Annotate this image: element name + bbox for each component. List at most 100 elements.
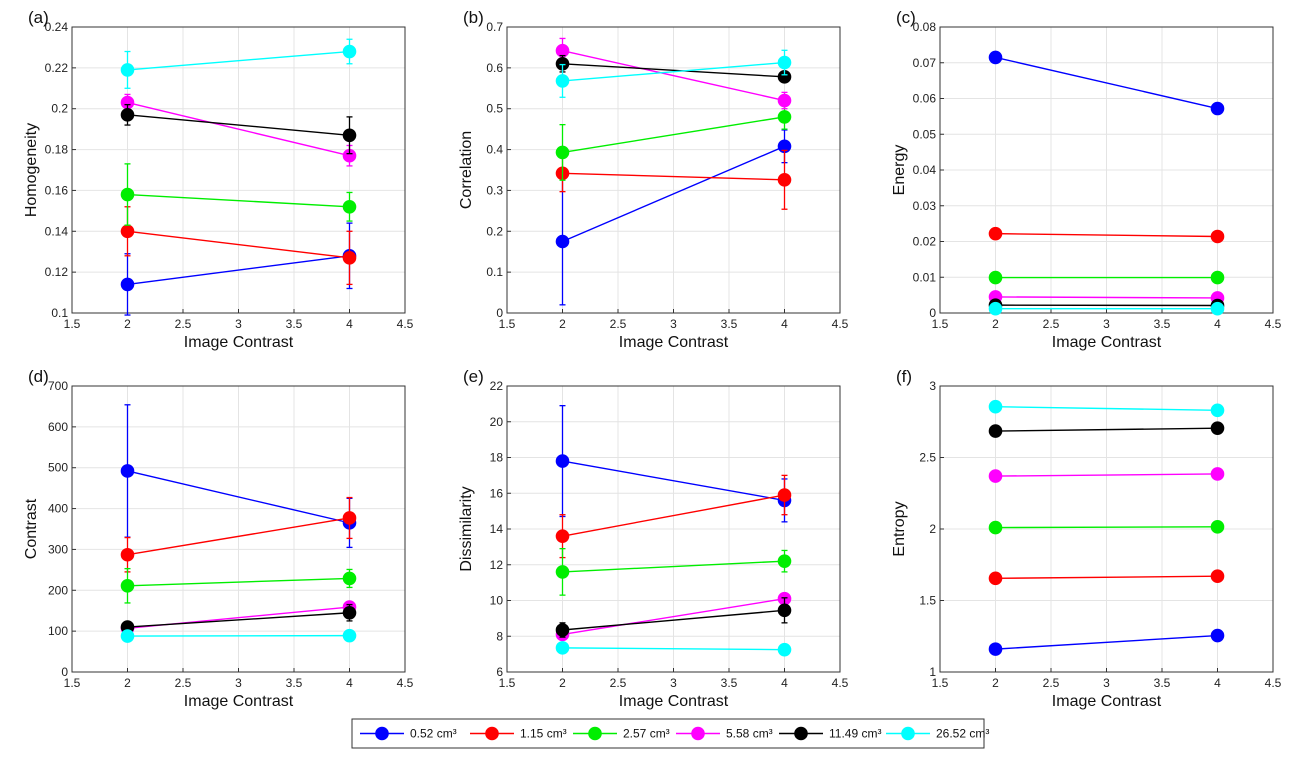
legend-item: 11.49 cm³ [779,727,881,741]
panel-label: (a) [28,8,49,27]
x-axis-label: Image Contrast [619,334,729,351]
series-line [562,609,785,631]
series-group [988,270,1225,285]
series-line [562,63,785,78]
x-tick-label: 2.5 [1043,317,1060,331]
y-tick-label: 20 [490,415,504,429]
data-point [988,50,1003,65]
x-tick-label: 3 [670,317,677,331]
y-tick-label: 0.6 [486,61,503,75]
data-point [777,173,792,187]
series-group [988,399,1225,418]
y-tick-label: 0.24 [45,20,69,34]
y-tick-label: 0.05 [913,127,937,141]
data-point [555,565,570,579]
x-tick-label: 1.5 [932,676,949,690]
x-tick-label: 4 [1214,317,1221,331]
data-point [1210,403,1225,418]
legend: 0.52 cm³ 1.15 cm³ 2.57 cm³ 5.58 cm³ 11.49 cm… [351,718,989,749]
data-point [120,578,135,593]
y-tick-label: 0.4 [486,143,503,157]
data-point [120,187,135,202]
x-tick-label: 3 [1103,676,1110,690]
y-tick-label: 0.1 [51,306,68,320]
x-tick-label: 2.5 [175,317,192,331]
data-point [342,128,357,143]
x-tick-label: 4.5 [397,676,414,690]
chart-panel: 1.5 2 2.5 3 3.5 4 4.5 0.1 0.12 0.14 0.16 0.18 0.2 0.2… [23,8,414,351]
x-tick-label: 2.5 [610,317,627,331]
data-point [988,399,1003,414]
series-line [562,647,785,651]
series-group [120,567,357,604]
legend-label: 26.52 cm³ [936,727,989,741]
y-tick-label: 0.16 [45,183,69,197]
y-tick-label: 0.2 [486,224,503,238]
y-tick-label: 0.18 [45,143,69,157]
series-line [995,406,1218,412]
data-point [1210,101,1225,116]
x-axis-label: Image Contrast [1052,693,1162,710]
panel-label: (f) [896,367,912,386]
series-line [562,116,785,154]
data-point [1210,520,1225,534]
x-tick-label: 3.5 [721,676,738,690]
x-tick-label: 2 [992,676,999,690]
y-tick-label: 100 [48,624,68,638]
y-tick-label: 10 [490,594,504,608]
y-tick-label: 12 [490,558,504,572]
data-point [777,110,792,124]
x-axis-label: Image Contrast [184,693,294,710]
y-tick-label: 2.5 [919,451,936,465]
series-group [555,548,792,596]
x-tick-label: 3.5 [1154,676,1171,690]
series-line [562,50,785,102]
data-point [120,547,135,562]
series-line [562,494,785,537]
data-point [988,226,1003,241]
chart-panel: 1.5 2 2.5 3 3.5 4 4.5 0 0.1 0.2 0.3 0.4 0.5 0.6 0.7 Ima… [458,8,849,351]
x-tick-label: 3 [235,676,242,690]
series-line [127,193,350,208]
panel-label: (b) [463,8,484,27]
y-tick-label: 500 [48,461,68,475]
data-point [342,199,357,214]
legend-item: 5.58 cm³ [676,727,773,741]
legend-item: 1.15 cm³ [470,727,567,741]
y-tick-label: 0.01 [913,270,937,284]
panel-label: (d) [28,367,49,386]
data-point [342,44,357,59]
series-line [995,575,1218,580]
series-line [995,634,1218,650]
data-point [555,623,570,637]
y-tick-label: 700 [48,379,68,393]
y-tick-label: 0.06 [913,92,937,106]
y-tick-label: 0.2 [51,102,68,116]
y-axis-label: Correlation [458,131,475,209]
y-tick-label: 8 [496,629,503,643]
x-tick-label: 3.5 [286,676,303,690]
y-tick-label: 0.14 [45,224,69,238]
data-point [777,554,792,568]
data-point [555,641,570,655]
legend-label: 1.15 cm³ [520,727,567,741]
y-tick-label: 22 [490,379,504,393]
x-tick-label: 4.5 [832,317,849,331]
panel-label: (e) [463,367,484,386]
y-tick-label: 6 [496,665,503,679]
series-line [995,427,1218,432]
series-line [127,50,350,71]
data-point [777,93,792,108]
series-line [562,145,785,243]
data-point [342,628,357,643]
data-point [342,251,357,265]
series-group [555,37,792,110]
data-point [555,145,570,160]
legend-marker [588,726,602,741]
y-tick-label: 1 [929,665,936,679]
data-point [120,224,135,239]
y-axis-label: Homogeneity [23,123,40,217]
series-line [995,56,1218,110]
chart-panel: 1.5 2 2.5 3 3.5 4 4.5 0 0.01 0.02 0.03 0.04 0.05 0.06… [891,8,1282,351]
